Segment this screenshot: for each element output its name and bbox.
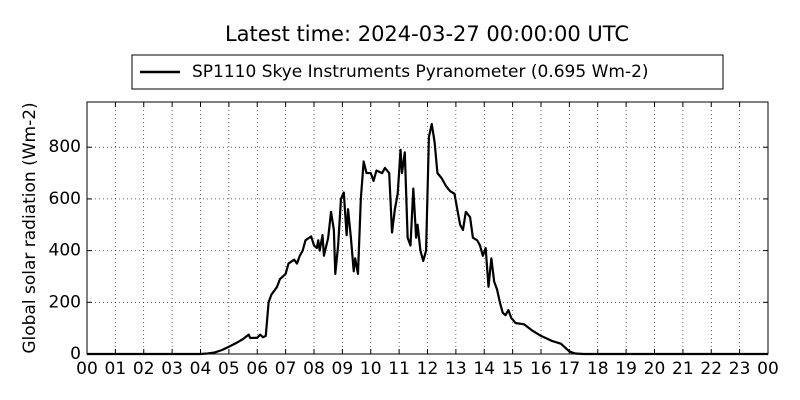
x-tick-label: 13 [445, 359, 467, 379]
y-tick-label: 800 [49, 137, 81, 157]
x-tick-label: 22 [700, 359, 722, 379]
x-tick-label: 00 [757, 359, 779, 379]
y-tick-label: 200 [49, 292, 81, 312]
x-tick-label: 17 [559, 359, 581, 379]
x-tick-label: 06 [246, 359, 268, 379]
x-tick-label: 04 [190, 359, 212, 379]
x-tick-label: 16 [530, 359, 552, 379]
x-tick-label: 02 [133, 359, 155, 379]
legend-label: SP1110 Skye Instruments Pyranometer (0.6… [192, 62, 649, 82]
chart-title: Latest time: 2024-03-27 00:00:00 UTC [225, 22, 629, 46]
x-tick-label: 09 [332, 359, 354, 379]
x-tick-label: 19 [615, 359, 637, 379]
x-tick-label: 15 [502, 359, 524, 379]
x-tick-label: 03 [161, 359, 183, 379]
y-tick-label: 600 [49, 189, 81, 209]
y-tick-label: 400 [49, 241, 81, 261]
x-tick-label: 08 [303, 359, 325, 379]
legend [131, 54, 724, 90]
x-tick-label: 07 [275, 359, 297, 379]
plot-frame [86, 101, 769, 355]
x-tick-label: 10 [360, 359, 382, 379]
plot-area: 0 200 400 600 800 00 01 02 03 04 05 06 07 08 09 10 11 12 1… [49, 102, 779, 379]
x-tick-label: 21 [672, 359, 694, 379]
x-tick-label: 01 [105, 359, 127, 379]
data-line [87, 122, 768, 356]
x-tick-label: 14 [473, 359, 495, 379]
x-tick-label: 05 [218, 359, 240, 379]
x-tick-label: 20 [644, 359, 666, 379]
y-axis-label: Global solar radiation (Wm-2) [20, 102, 40, 353]
x-tick-label: 23 [729, 359, 751, 379]
y-tick-label: 0 [70, 344, 81, 364]
x-tick-label: 12 [417, 359, 439, 379]
x-tick-label: 18 [587, 359, 609, 379]
x-tick-label: 11 [388, 359, 410, 379]
x-tick-label: 00 [76, 359, 98, 379]
